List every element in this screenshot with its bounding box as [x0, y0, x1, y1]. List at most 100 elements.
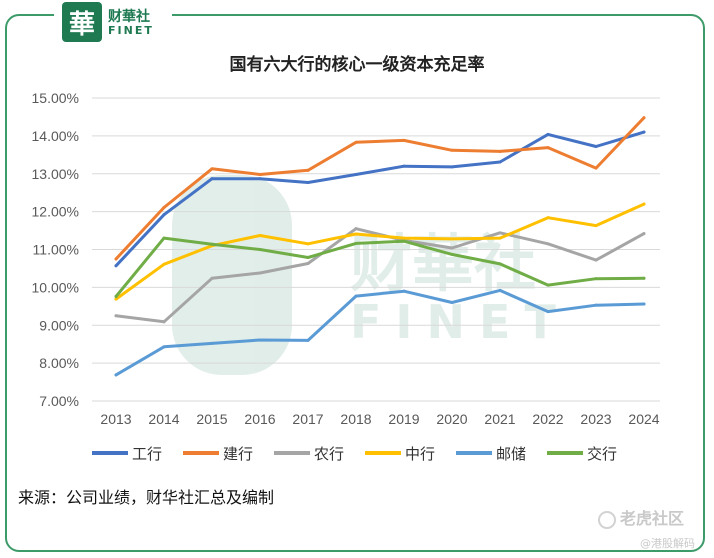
- community-icon: [598, 510, 616, 529]
- data-point: [258, 177, 262, 181]
- x-tick-label: 2014: [148, 411, 179, 427]
- data-point: [354, 140, 358, 144]
- data-point: [546, 283, 550, 287]
- watermark-en: FINET: [350, 295, 570, 349]
- data-point: [258, 338, 262, 342]
- y-tick-label: 13.00%: [32, 166, 79, 182]
- data-point: [594, 144, 598, 148]
- series-line-建行: [114, 116, 646, 261]
- data-point: [354, 241, 358, 245]
- x-tick-label: 2019: [388, 411, 419, 427]
- y-tick-label: 11.00%: [33, 242, 79, 258]
- corner-watermark-sub: @港股解码: [640, 537, 695, 550]
- data-point: [306, 242, 310, 246]
- data-point: [210, 177, 214, 181]
- data-point: [450, 148, 454, 152]
- x-tick-label: 2024: [628, 411, 659, 427]
- data-point: [114, 297, 118, 301]
- legend-label: 建行: [223, 445, 253, 463]
- x-tick-label: 2018: [340, 411, 371, 427]
- data-point: [450, 237, 454, 241]
- data-point: [210, 242, 214, 246]
- data-point: [306, 180, 310, 184]
- legend-label: 中行: [405, 445, 435, 463]
- series-line-工行: [114, 130, 646, 268]
- data-point: [642, 302, 646, 306]
- data-point: [210, 276, 214, 280]
- data-point: [546, 242, 550, 246]
- data-point: [354, 232, 358, 236]
- data-point: [114, 294, 118, 298]
- legend-label: 农行: [314, 445, 344, 463]
- data-point: [162, 213, 166, 217]
- series-line-交行: [114, 236, 646, 298]
- data-point: [162, 236, 166, 240]
- data-point: [114, 373, 118, 377]
- data-point: [306, 262, 310, 266]
- x-tick-label: 2020: [436, 411, 467, 427]
- data-point: [258, 248, 262, 251]
- data-point: [498, 149, 502, 153]
- y-tick-label: 14.00%: [32, 128, 79, 144]
- data-point: [642, 130, 646, 134]
- x-tick-label: 2016: [244, 411, 275, 427]
- data-point: [306, 255, 310, 259]
- data-point: [546, 132, 550, 136]
- data-point: [450, 252, 454, 256]
- data-point: [354, 227, 358, 231]
- data-point: [498, 160, 502, 164]
- data-point: [498, 236, 502, 240]
- corner-watermark: 老虎社区: [598, 505, 684, 529]
- y-tick-label: 10.00%: [32, 279, 79, 295]
- data-point: [498, 288, 502, 292]
- data-point: [546, 146, 550, 150]
- chart-title: 国有六大行的核心一级资本充足率: [229, 55, 485, 75]
- legend-label: 邮储: [496, 445, 526, 463]
- data-point: [354, 294, 358, 298]
- x-tick-label: 2013: [100, 411, 131, 427]
- data-point: [402, 289, 406, 293]
- data-point: [162, 262, 166, 266]
- data-point: [498, 262, 502, 266]
- legend-label: 交行: [587, 445, 617, 463]
- data-point: [402, 164, 406, 168]
- data-point: [306, 338, 310, 342]
- data-point: [114, 264, 118, 268]
- data-point: [162, 320, 166, 324]
- data-point: [258, 271, 262, 275]
- data-point: [210, 341, 214, 345]
- data-point: [402, 138, 406, 142]
- data-point: [642, 232, 646, 236]
- data-point: [450, 301, 454, 305]
- data-point: [450, 246, 454, 250]
- source-note: 来源：公司业绩，财华社汇总及编制: [18, 488, 275, 507]
- data-point: [450, 165, 454, 169]
- chart-frame: [5, 14, 705, 552]
- data-point: [114, 257, 118, 261]
- y-tick-label: 7.00%: [39, 393, 79, 409]
- data-point: [594, 166, 598, 170]
- data-point: [402, 239, 406, 243]
- x-tick-label: 2022: [532, 411, 563, 427]
- data-point: [114, 314, 118, 318]
- data-point: [258, 233, 262, 237]
- data-point: [546, 310, 550, 314]
- data-point: [594, 258, 598, 262]
- y-tick-label: 8.00%: [39, 355, 79, 371]
- y-tick-label: 9.00%: [39, 317, 79, 333]
- brand-logo: 華: [62, 2, 102, 42]
- data-point: [402, 236, 406, 240]
- data-point: [594, 303, 598, 307]
- series-line-中行: [114, 202, 646, 301]
- data-point: [642, 116, 646, 120]
- data-point: [354, 173, 358, 177]
- corner-watermark-text: 老虎社区: [620, 509, 685, 528]
- data-point: [162, 205, 166, 209]
- data-point: [642, 276, 646, 280]
- data-point: [306, 168, 310, 172]
- data-point: [546, 216, 550, 220]
- data-point: [258, 173, 262, 177]
- data-point: [642, 202, 646, 206]
- data-point: [594, 277, 598, 281]
